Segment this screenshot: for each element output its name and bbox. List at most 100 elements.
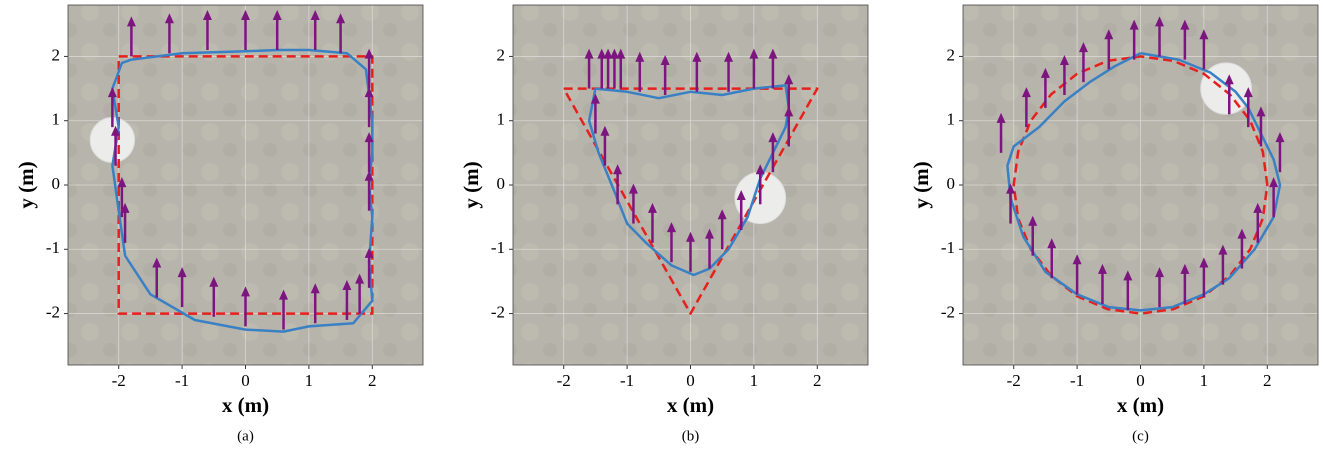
arrow-head — [1059, 55, 1069, 65]
arrow-head — [241, 286, 250, 297]
arrow-head — [616, 48, 626, 59]
arrow — [1224, 74, 1234, 115]
plot-frame — [512, 4, 869, 366]
arrow — [724, 51, 734, 92]
arrow-head — [1072, 254, 1082, 265]
arrow — [342, 280, 352, 320]
x-tick-label: 2 — [813, 371, 822, 390]
arrow-head — [597, 48, 607, 59]
arrow — [364, 87, 374, 128]
y-tick-label: -1 — [46, 238, 60, 257]
arrow-head — [310, 10, 320, 20]
arrow — [1180, 263, 1190, 304]
arrow-head — [364, 87, 374, 98]
arrow-head — [1256, 106, 1266, 117]
arrow-head — [717, 209, 727, 220]
arrow — [635, 51, 645, 92]
arrow-head — [1275, 132, 1285, 143]
arrow-head — [202, 10, 212, 20]
y-axis-label: y (m) — [909, 161, 933, 208]
arrow-head — [111, 125, 121, 136]
arrow — [364, 170, 374, 211]
y-axis-label: y (m) — [459, 161, 483, 208]
arrow — [768, 132, 778, 173]
arrow-head — [609, 48, 619, 59]
arrow-head — [660, 55, 670, 65]
arrow — [590, 93, 600, 134]
arrow-head — [241, 10, 250, 20]
arrow-head — [755, 164, 765, 175]
arrow-head — [1180, 19, 1190, 30]
arrow — [1059, 55, 1069, 95]
panel: -2 -1 0 1 2 -2 -1 0 1 2 x (m) y (m) (b) — [459, 4, 869, 444]
arrow-head — [1155, 267, 1165, 278]
arrow-head — [996, 112, 1006, 123]
arrow-head — [784, 74, 794, 85]
arrow — [1155, 16, 1165, 57]
arrow — [705, 228, 715, 269]
arrow-head — [749, 48, 759, 59]
arrow — [717, 209, 727, 250]
arrow — [111, 125, 121, 166]
arrow — [686, 231, 695, 272]
arrow-head — [364, 48, 374, 59]
arrow-head — [603, 48, 613, 59]
trajectory — [111, 48, 374, 333]
arrow — [202, 10, 212, 50]
arrow-head — [584, 48, 594, 59]
arrow — [107, 87, 117, 128]
arrow-head — [1218, 244, 1228, 255]
arrow-head — [355, 273, 365, 284]
y-tick-label: 2 — [497, 45, 506, 64]
x-tick-label: -2 — [557, 371, 571, 390]
arrow-head — [1078, 42, 1088, 53]
arrow-head — [1097, 263, 1107, 274]
arrow — [1078, 42, 1088, 83]
arrow — [1028, 215, 1038, 256]
arrow — [1199, 257, 1209, 298]
arrow — [336, 13, 346, 54]
arrow-head — [628, 183, 638, 194]
x-axis-label: x (m) — [222, 393, 269, 417]
y-tick-label: 1 — [947, 110, 956, 129]
plot-frame — [962, 4, 1319, 366]
x-axis-label: x (m) — [1117, 393, 1164, 417]
y-tick-label: 2 — [947, 45, 956, 64]
arrow-head — [1155, 16, 1165, 27]
arrow — [600, 125, 610, 166]
arrow — [666, 222, 676, 263]
arrow — [1072, 254, 1082, 295]
x-tick-label: 1 — [750, 371, 759, 390]
arrow — [1097, 263, 1107, 304]
arrow-head — [209, 276, 219, 287]
arrow — [1253, 202, 1263, 243]
arrow — [1180, 19, 1190, 60]
x-tick-label: -2 — [1007, 371, 1021, 390]
panel: -2 -1 0 1 2 -2 -1 0 1 2 x (m) y (m) (a) — [14, 4, 424, 444]
arrow — [613, 164, 623, 205]
arrow-head — [164, 13, 174, 24]
arrow — [1269, 177, 1279, 218]
arrow-head — [1028, 215, 1038, 226]
caption: (c) — [1132, 428, 1149, 444]
arrow-head — [342, 280, 352, 290]
arrow — [364, 48, 374, 89]
arrow-head — [1040, 67, 1050, 78]
arrow — [1129, 19, 1139, 60]
arrow — [279, 289, 289, 330]
arrow-head — [272, 10, 282, 20]
arrow-head — [364, 132, 374, 143]
arrow — [584, 48, 594, 89]
arrow-head — [724, 51, 734, 62]
arrow-head — [1243, 87, 1253, 98]
arrow — [1123, 270, 1133, 311]
arrow — [126, 16, 136, 57]
trajectory — [1006, 51, 1282, 312]
arrow-head — [336, 13, 346, 24]
arrow — [364, 247, 374, 288]
arrow-head — [126, 16, 136, 27]
caption: (a) — [237, 428, 254, 444]
arrow-head — [647, 202, 657, 213]
arrow-head — [364, 170, 374, 181]
reference-path — [117, 55, 374, 315]
